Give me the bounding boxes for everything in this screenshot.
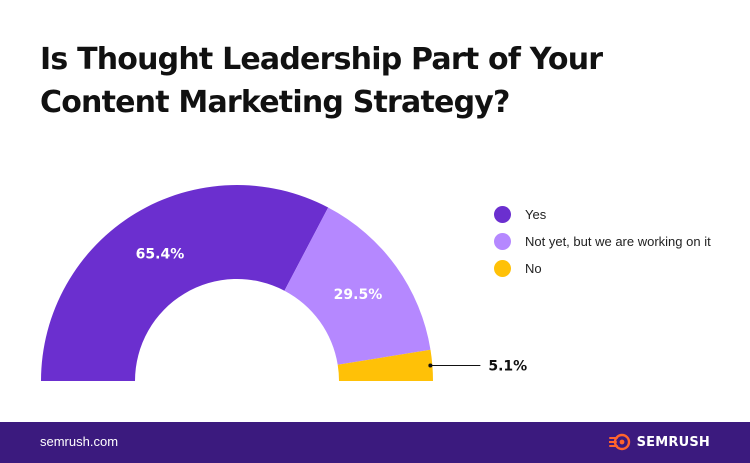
legend-label-yes: Yes	[525, 206, 547, 222]
slice-value-label-no: 5.1%	[488, 358, 527, 374]
legend-swatch-not-yet	[494, 232, 511, 250]
brand-name: SEMRUSH	[636, 434, 710, 450]
legend-item-not-yet: Not yet, but we are working on it	[494, 232, 711, 250]
slice-value-label-yes: 65.4%	[136, 246, 185, 262]
brand-logo: SEMRUSH	[608, 433, 710, 451]
slice-value-label-not-yet-but-we-are-working-on-it: 29.5%	[334, 287, 383, 303]
legend-swatch-no	[494, 259, 511, 277]
legend-label-no: No	[525, 260, 542, 276]
legend-item-no: No	[494, 259, 711, 277]
chart-title: Is Thought Leadership Part of Your Conte…	[40, 42, 603, 120]
slice-no	[337, 349, 433, 381]
semrush-fireball-icon	[608, 433, 630, 451]
chart-legend: Yes Not yet, but we are working on it No	[494, 205, 711, 277]
semi-donut-chart: 65.4% 29.5% 5.1%	[41, 185, 527, 381]
footer-site-link[interactable]: semrush.com	[40, 434, 119, 449]
slice-not-yet-but-we-are-working-on-it	[284, 207, 431, 365]
legend-swatch-yes	[494, 205, 511, 223]
slice-yes	[41, 185, 329, 381]
legend-label-not-yet: Not yet, but we are working on it	[525, 233, 711, 249]
legend-item-yes: Yes	[494, 205, 711, 223]
footer-bar: semrush.com SEMRUSH	[0, 422, 750, 463]
